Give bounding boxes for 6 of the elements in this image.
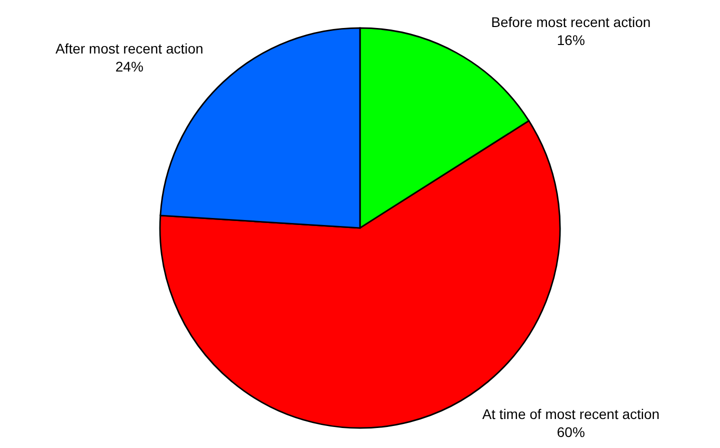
slice-label: Before most recent action [491, 14, 651, 30]
slice-label: After most recent action [55, 40, 204, 57]
data-label: 16% [556, 32, 585, 48]
slice-label: At time of most recent action [482, 406, 660, 422]
data-label: 60% [556, 424, 585, 440]
data-label: 24% [115, 58, 144, 75]
